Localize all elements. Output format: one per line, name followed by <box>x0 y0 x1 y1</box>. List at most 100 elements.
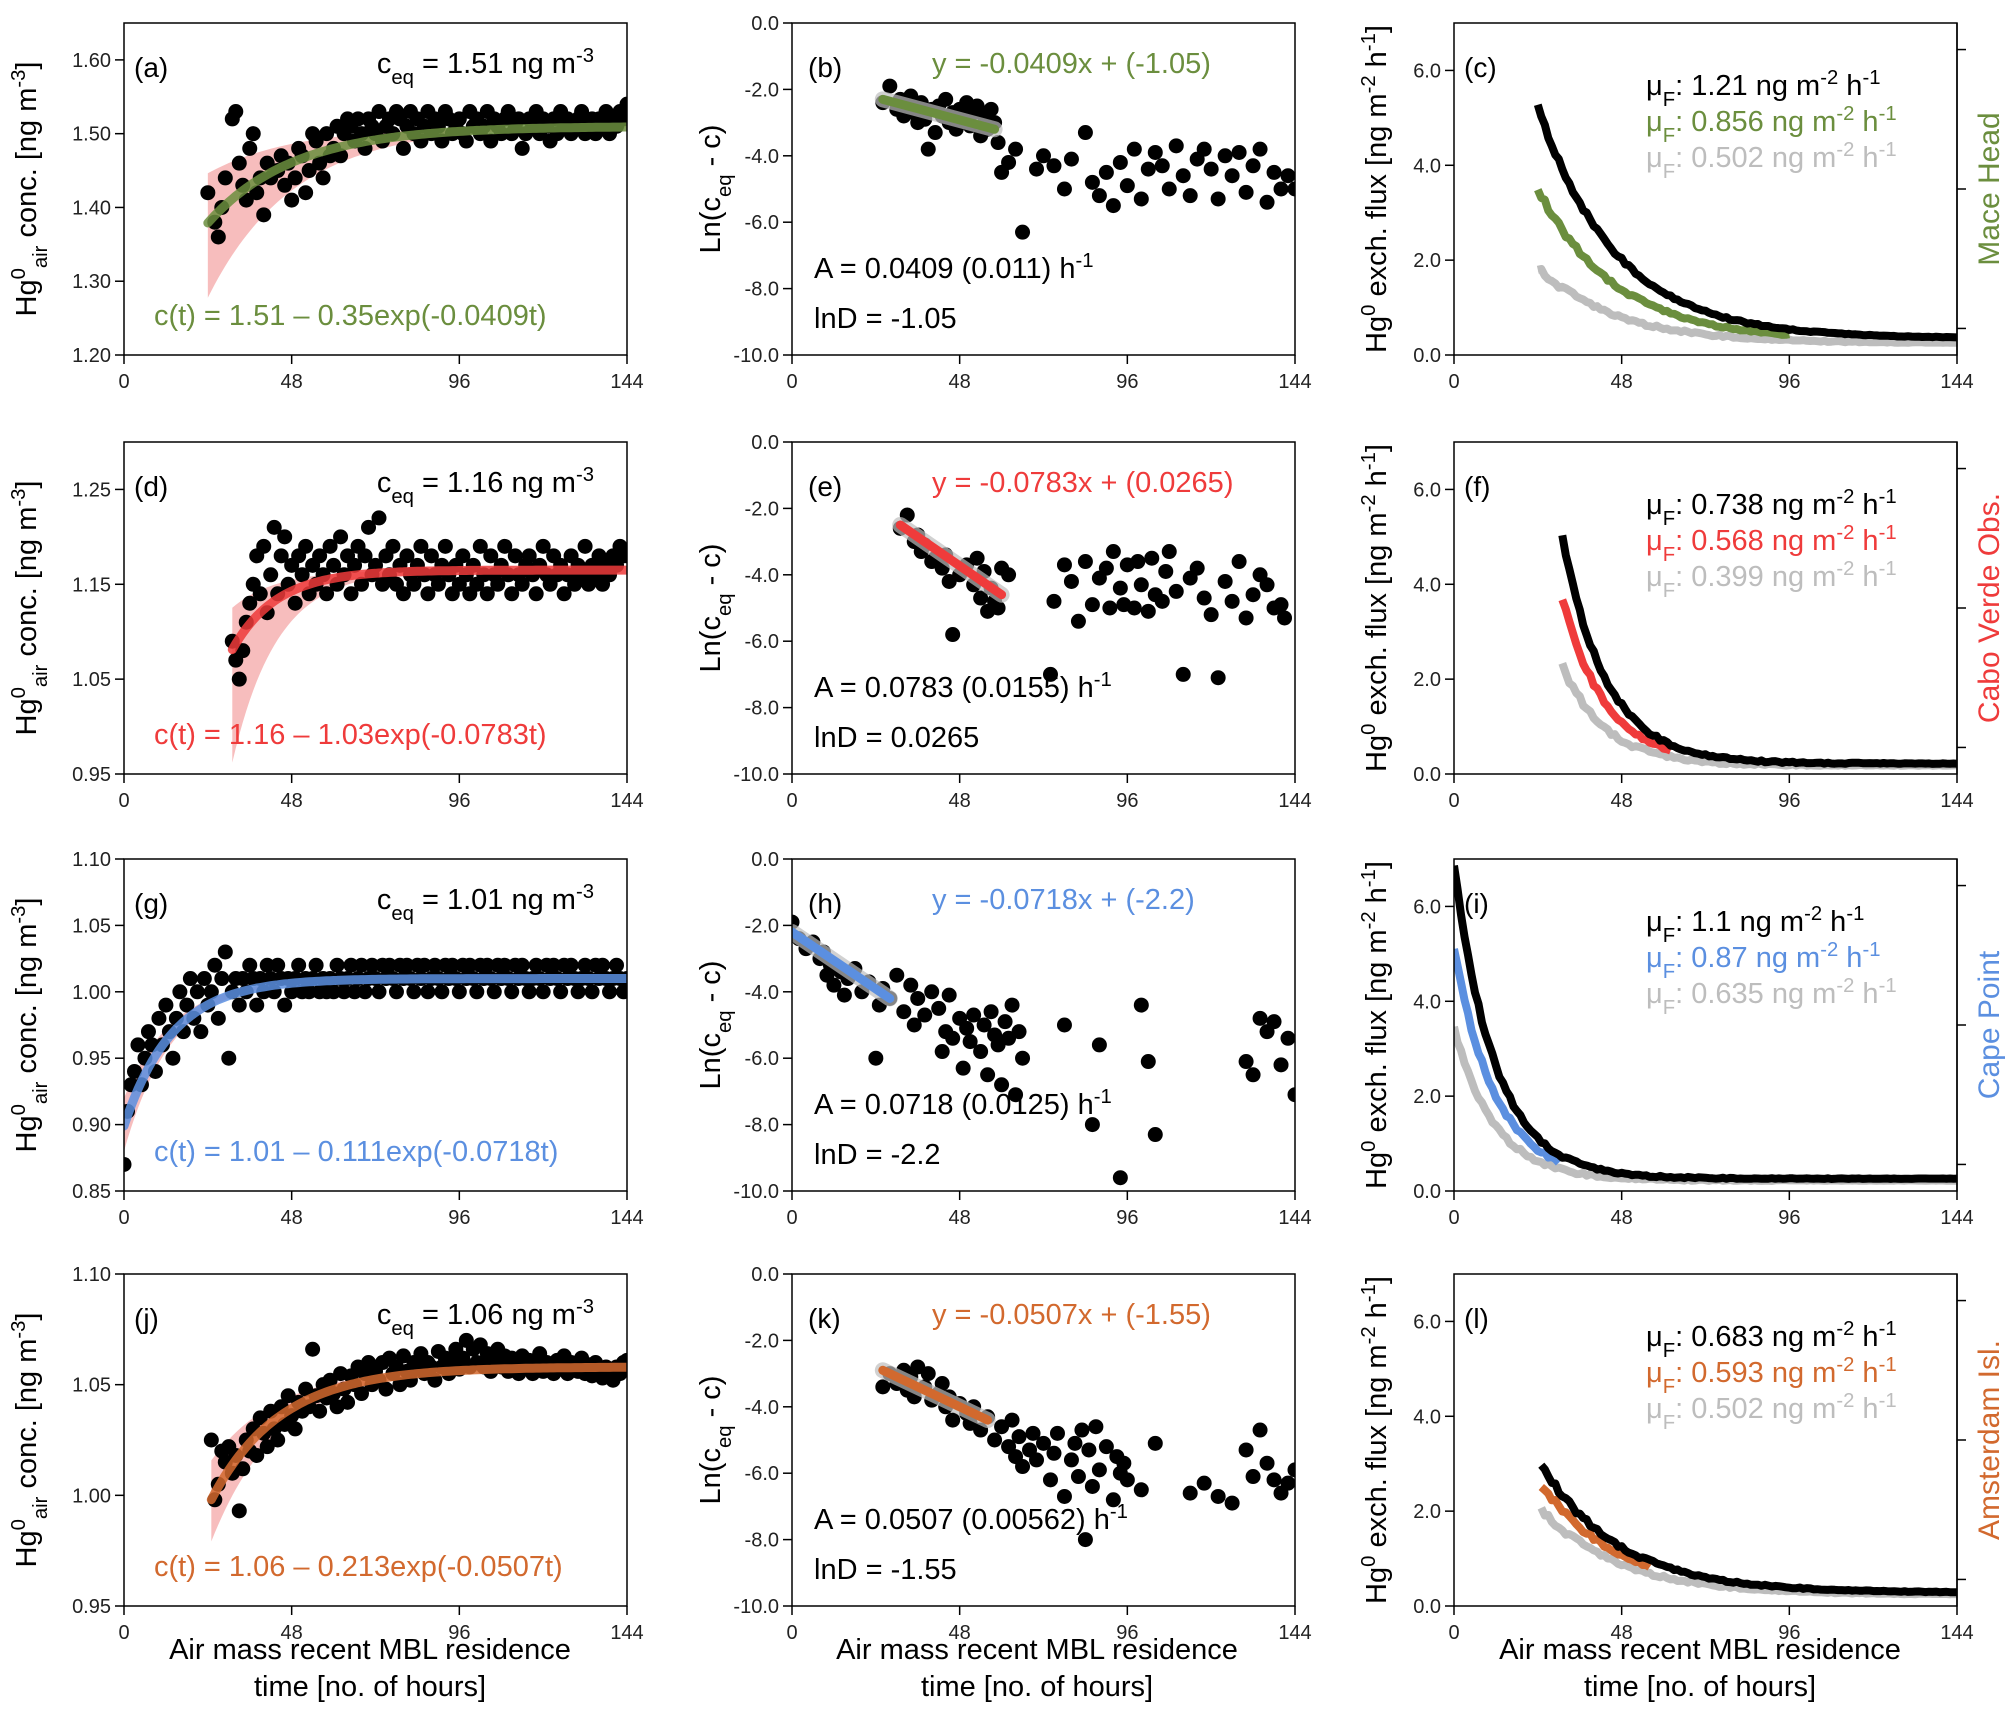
data-point <box>504 984 520 1000</box>
data-point <box>1046 1445 1062 1461</box>
data-point <box>1280 168 1295 184</box>
y-axis-label: Hg0 exch. flux [ng m-2 h-1] <box>1358 1276 1393 1604</box>
regression-equation: y = -0.0783x + (0.0265) <box>932 467 1233 499</box>
data-point <box>347 984 363 1000</box>
data-point <box>1063 573 1079 589</box>
legend-entry-0: μF: 0.738 ng m-2 h-1 <box>1646 486 1897 530</box>
x-tick-label: 48 <box>1611 371 1633 393</box>
data-point <box>451 984 467 1000</box>
c-eq-annotation: ceq = 1.06 ng m-3 <box>377 1296 594 1340</box>
data-point <box>969 550 985 566</box>
x-tick-label: 144 <box>1278 1207 1311 1229</box>
panel-frame <box>791 441 1296 775</box>
y-axis-label-part-2: - c) <box>695 544 727 594</box>
data-point <box>434 984 450 1000</box>
data-point <box>336 984 352 1000</box>
legend-entry-0-part-5: -1 <box>1846 903 1864 925</box>
y-tick-label: 6.0 <box>1413 1311 1441 1333</box>
x-tick-label: 48 <box>281 790 303 812</box>
x-tick-label: 48 <box>281 1207 303 1229</box>
data-point <box>1287 1462 1295 1478</box>
data-point <box>1130 554 1146 570</box>
data-point <box>1196 1475 1212 1491</box>
x-tick-label: 0 <box>1448 1207 1459 1229</box>
y-axis-label-part-1: 0 <box>8 1519 30 1530</box>
data-point <box>1245 1469 1261 1485</box>
data-point <box>987 1432 1003 1448</box>
legend-entry-0-part-4: h <box>1838 70 1862 102</box>
y-axis-label-part-0: Ln(c <box>695 616 727 672</box>
fit-equation: c(t) = 1.01 – 0.111exp(-0.0718t) <box>154 1136 558 1168</box>
rate-annotation-part-1: -1 <box>1110 1501 1128 1523</box>
data-point <box>1091 1037 1107 1053</box>
data-point <box>427 957 443 973</box>
x-tick-label: 0 <box>786 1622 797 1644</box>
legend-entry-2-part-4: h <box>1854 142 1878 174</box>
data-point <box>570 984 586 1000</box>
y-tick-label: 2.0 <box>1413 669 1441 691</box>
data-point <box>1161 181 1177 197</box>
y-axis-label-part-1: 0 <box>1358 724 1380 735</box>
y-axis-label-part-5: ] <box>11 1313 43 1321</box>
shared-x-axis-labels: Air mass recent MBL residence time [no. … <box>169 1634 1901 1703</box>
data-point <box>959 1020 975 1036</box>
data-point <box>1001 567 1017 583</box>
data-point <box>1245 158 1261 174</box>
data-point <box>1224 168 1240 184</box>
data-point <box>1196 141 1212 157</box>
data-point <box>350 111 366 127</box>
data-point <box>868 1050 884 1066</box>
c-eq-annotation: ceq = 1.51 ng m-3 <box>377 45 594 89</box>
y-tick-label: 1.05 <box>72 915 111 937</box>
y-axis-label-part-4: h <box>1361 887 1393 911</box>
flux-series-2 <box>1454 1025 1957 1185</box>
data-point <box>193 1024 209 1040</box>
y-axis-label: Hg0 exch. flux [ng m-2 h-1] <box>1358 861 1393 1189</box>
data-point <box>1266 1014 1282 1030</box>
c-eq-annotation-part-0: c <box>377 48 392 80</box>
y-tick-label: 1.10 <box>72 1264 111 1286</box>
y-tick-label: -6.0 <box>745 1463 779 1485</box>
legend-entry-0-part-0: μ <box>1646 70 1663 102</box>
fit-curve <box>206 1362 627 1505</box>
data-point <box>1140 161 1156 177</box>
data-point <box>308 133 324 149</box>
data-point <box>277 529 293 545</box>
data-point <box>298 538 314 554</box>
x-tick-label: 0 <box>1448 371 1459 393</box>
c-eq-annotation-part-0: c <box>377 884 392 916</box>
data-point <box>364 957 380 973</box>
legend-entry-1-part-3: -2 <box>1836 522 1854 544</box>
y-tick-label: 0.0 <box>751 849 779 871</box>
data-point <box>486 984 502 1000</box>
data-point <box>266 519 282 535</box>
data-point <box>1091 188 1107 204</box>
legend-entry-1-part-4: h <box>1854 525 1878 557</box>
data-point <box>249 997 265 1013</box>
legend-entry-2-part-5: -1 <box>1879 975 1897 997</box>
plot-area <box>892 507 1293 686</box>
data-point <box>973 1044 989 1060</box>
data-point <box>1266 164 1282 180</box>
flux-series-1 <box>1538 1484 1652 1571</box>
data-point <box>1098 560 1114 576</box>
data-point <box>126 1063 142 1079</box>
legend-entry-2-part-5: -1 <box>1879 139 1897 161</box>
legend-entry-2-part-3: -2 <box>1836 558 1854 580</box>
data-point <box>130 1037 146 1053</box>
y-axis-label-part-4: -3 <box>8 489 30 507</box>
legend-entry-0-part-3: -2 <box>1836 486 1854 508</box>
data-point <box>1175 666 1191 682</box>
plot-area <box>874 1359 1295 1548</box>
y-axis-label-part-3: -2 <box>1358 1326 1380 1344</box>
data-point <box>1238 610 1254 626</box>
data-point <box>1245 587 1261 603</box>
legend-entry-1-part-1: F <box>1663 125 1675 147</box>
data-point <box>270 1432 286 1448</box>
data-point <box>1147 1435 1163 1451</box>
x-tick-label: 48 <box>1611 1207 1633 1229</box>
y-axis-label: Ln(ceq - c) <box>695 544 736 673</box>
data-point <box>595 957 611 973</box>
data-point <box>354 576 370 592</box>
panel-letter: (j) <box>134 1303 159 1334</box>
